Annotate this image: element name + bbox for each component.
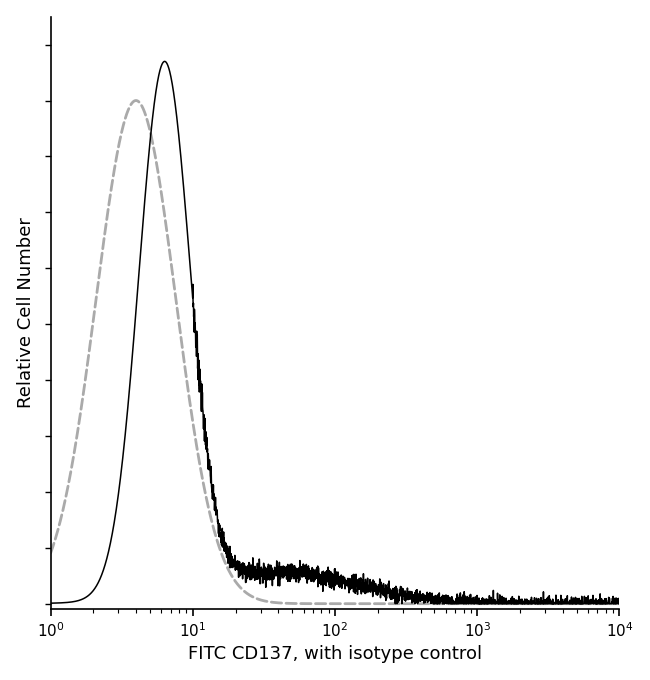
Y-axis label: Relative Cell Number: Relative Cell Number (17, 218, 34, 409)
X-axis label: FITC CD137, with isotype control: FITC CD137, with isotype control (188, 645, 482, 663)
